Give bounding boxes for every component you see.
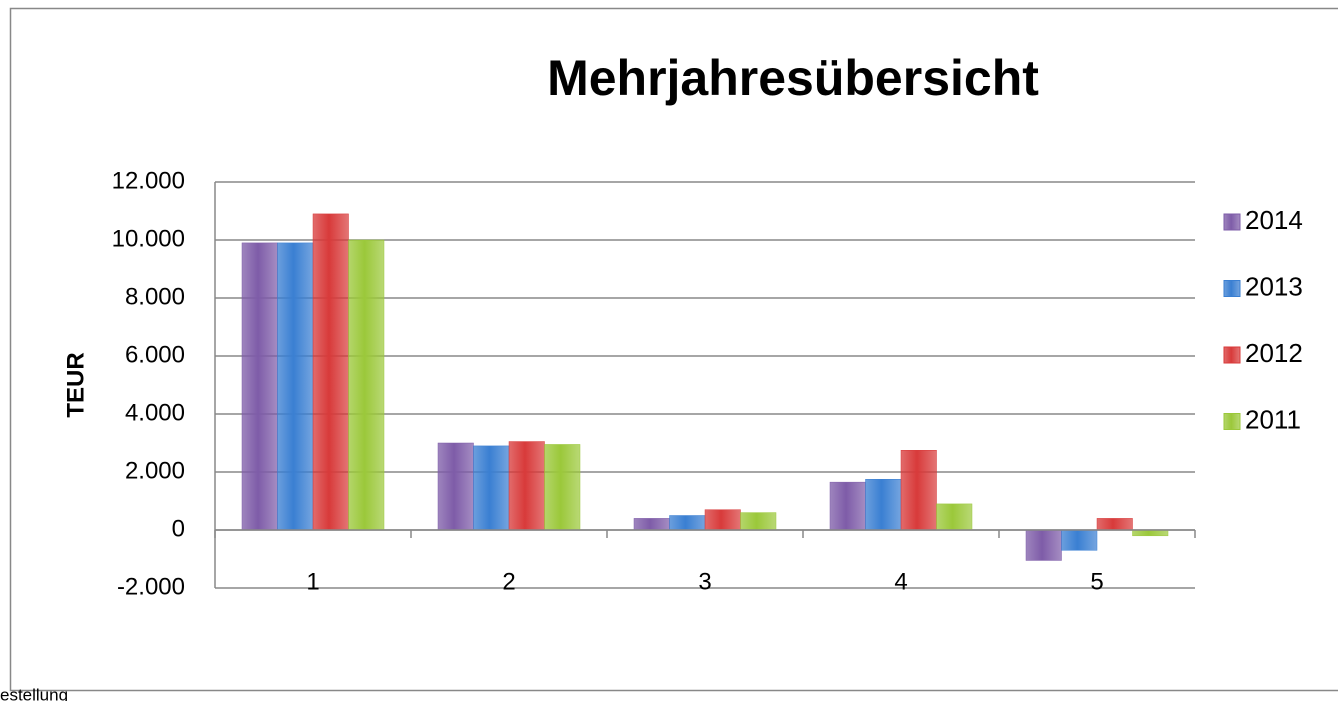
bar — [312, 213, 349, 531]
bar — [936, 503, 973, 531]
legend-swatch — [1223, 346, 1241, 364]
y-axis-label: TEUR — [62, 352, 89, 417]
bar — [829, 481, 866, 531]
footer-text: estellung — [0, 685, 68, 701]
y-tick-label: 8.000 — [125, 283, 185, 310]
bar — [1096, 518, 1133, 531]
chart-title: Mehrjahresübersicht — [547, 50, 1039, 106]
bar — [473, 445, 510, 531]
bar — [348, 239, 385, 531]
bar — [669, 515, 706, 531]
x-tick-label: 1 — [306, 568, 319, 595]
y-tick-label: 12.000 — [112, 167, 185, 194]
bar — [704, 509, 741, 531]
legend-swatch — [1223, 280, 1241, 297]
y-tick-label: 2.000 — [125, 457, 185, 484]
legend-label: 2011 — [1245, 404, 1301, 434]
y-tick-label: 4.000 — [125, 399, 185, 426]
y-tick-label: 10.000 — [112, 225, 185, 252]
x-tick-label: 5 — [1090, 568, 1103, 595]
legend-swatch — [1223, 213, 1241, 231]
x-tick-label: 3 — [698, 568, 711, 595]
y-tick-label: -2.000 — [117, 573, 185, 600]
bar — [544, 444, 581, 531]
x-tick-label: 4 — [894, 568, 907, 595]
bar — [437, 442, 474, 531]
bar — [1132, 529, 1169, 537]
bar — [1061, 529, 1098, 551]
bar — [740, 512, 777, 531]
y-tick-label: 0 — [172, 515, 185, 542]
legend-swatch — [1223, 413, 1241, 430]
bar — [865, 479, 902, 531]
legend-label: 2013 — [1245, 271, 1303, 301]
chart-border — [9, 7, 1338, 692]
bar — [508, 441, 545, 531]
bar — [1025, 529, 1062, 561]
bar — [241, 242, 278, 531]
y-tick-label: 6.000 — [125, 341, 185, 368]
bar — [633, 518, 670, 531]
bar — [900, 450, 937, 531]
legend-label: 2014 — [1245, 205, 1303, 235]
legend-label: 2012 — [1245, 338, 1303, 368]
x-tick-label: 2 — [502, 568, 515, 595]
bar — [277, 242, 314, 531]
